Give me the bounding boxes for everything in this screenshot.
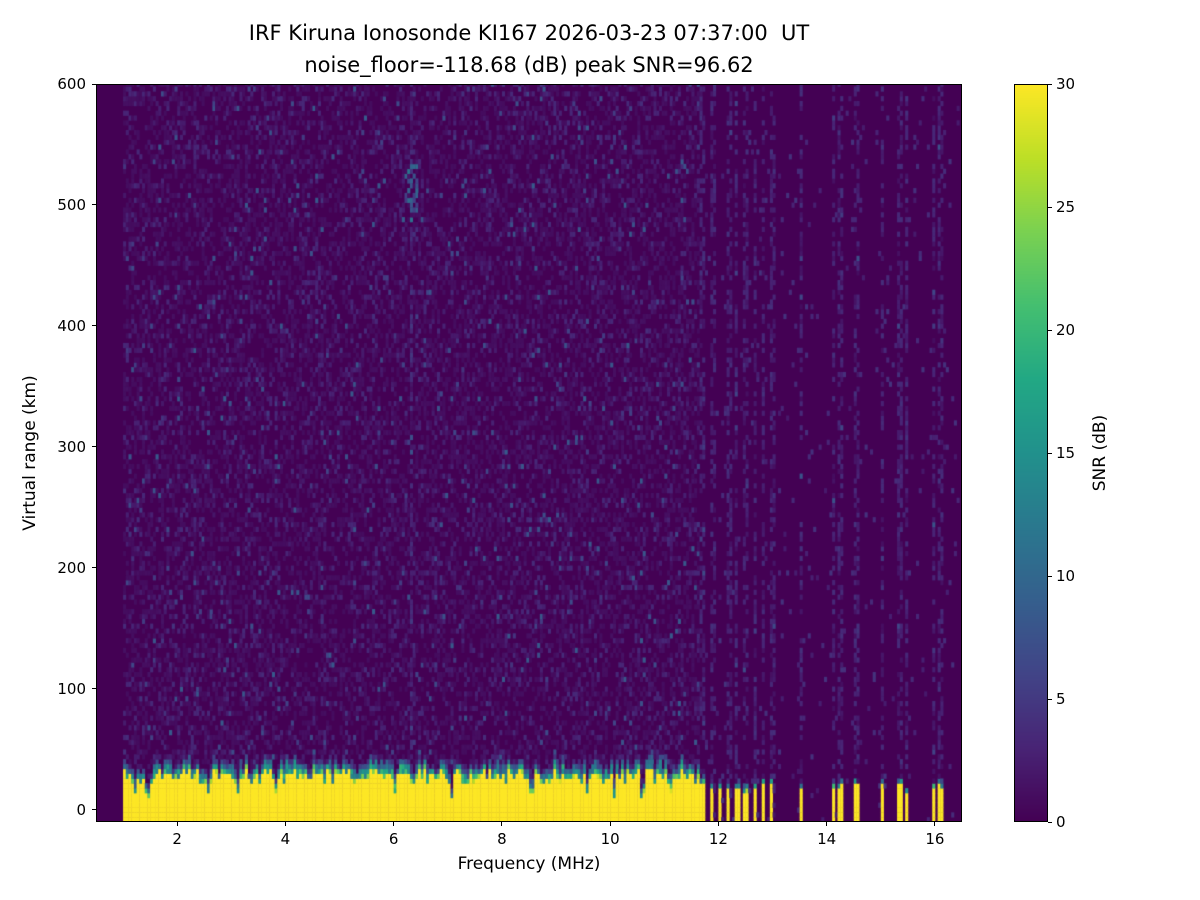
colorbar-label: SNR (dB): [1090, 414, 1110, 492]
y-tick-label: 600: [57, 75, 86, 93]
x-tick-mark: [609, 822, 611, 826]
x-tick-mark: [826, 822, 828, 826]
chart-subtitle: noise_floor=-118.68 (dB) peak SNR=96.62: [304, 53, 754, 77]
colorbar-tick-mark: [1048, 83, 1052, 85]
colorbar-tick-mark: [1048, 329, 1052, 331]
colorbar-tick-label: 5: [1056, 690, 1066, 708]
y-tick-label: 500: [57, 195, 86, 214]
y-tick-label: 200: [57, 558, 86, 577]
x-tick-mark: [284, 822, 286, 826]
x-tick-mark: [934, 822, 936, 826]
x-tick-label: 14: [817, 830, 837, 848]
x-tick-label: 16: [925, 830, 945, 848]
chart-title: IRF Kiruna Ionosonde KI167 2026-03-23 07…: [248, 21, 810, 45]
x-tick-label: 2: [172, 830, 182, 848]
y-axis-label: Virtual range (km): [20, 375, 40, 531]
colorbar-tick-mark: [1048, 206, 1052, 208]
x-tick-mark: [176, 822, 178, 826]
colorbar-canvas: [1014, 84, 1048, 822]
x-axis-label: Frequency (MHz): [457, 854, 601, 874]
x-tick-label: 6: [388, 830, 399, 848]
x-tick-mark: [501, 822, 503, 826]
x-tick-label: 10: [600, 830, 620, 848]
y-tick-label: 400: [57, 316, 86, 335]
colorbar-tick-label: 30: [1056, 75, 1076, 93]
colorbar-tick-mark: [1048, 452, 1052, 454]
colorbar-tick-label: 25: [1056, 198, 1076, 216]
heatmap-canvas: [96, 84, 962, 822]
colorbar-tick-label: 0: [1056, 813, 1066, 831]
y-tick-label: 100: [57, 679, 86, 698]
colorbar-tick-mark: [1048, 698, 1052, 700]
x-tick-label: 12: [708, 830, 728, 848]
colorbar-tick-mark: [1048, 821, 1052, 823]
x-tick-label: 4: [280, 830, 291, 848]
colorbar-tick-label: 20: [1056, 321, 1076, 339]
x-tick-mark: [717, 822, 719, 826]
x-tick-label: 8: [497, 830, 507, 848]
y-tick-label: 300: [57, 437, 86, 456]
y-tick-label: 0: [76, 800, 86, 819]
colorbar-tick-label: 10: [1056, 567, 1076, 585]
x-tick-mark: [393, 822, 395, 826]
colorbar-tick-mark: [1048, 575, 1052, 577]
